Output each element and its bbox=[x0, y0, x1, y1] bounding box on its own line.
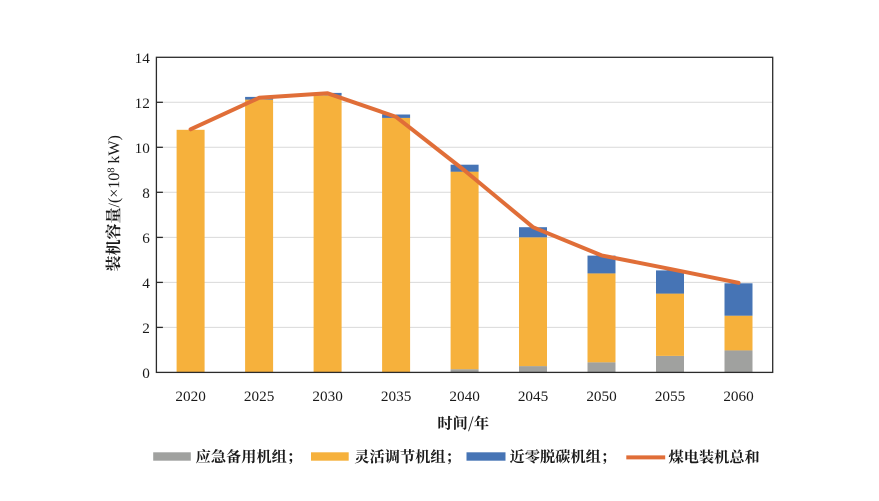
svg-text:6: 6 bbox=[142, 230, 150, 247]
svg-text:2055: 2055 bbox=[655, 388, 685, 405]
svg-text:2050: 2050 bbox=[586, 388, 617, 405]
svg-text:10: 10 bbox=[135, 140, 151, 157]
svg-text:4: 4 bbox=[142, 275, 150, 292]
svg-text:2040: 2040 bbox=[449, 388, 480, 405]
svg-text:2: 2 bbox=[142, 320, 150, 337]
svg-text:14: 14 bbox=[135, 50, 151, 67]
svg-text:2030: 2030 bbox=[312, 388, 343, 405]
svg-text:2060: 2060 bbox=[723, 388, 754, 405]
svg-text:12: 12 bbox=[135, 95, 150, 112]
svg-text:2025: 2025 bbox=[244, 388, 274, 405]
svg-text:2045: 2045 bbox=[518, 388, 548, 405]
svg-text:2020: 2020 bbox=[175, 388, 206, 405]
svg-text:0: 0 bbox=[142, 365, 150, 382]
svg-text:8: 8 bbox=[142, 185, 150, 202]
svg-text:2035: 2035 bbox=[381, 388, 411, 405]
